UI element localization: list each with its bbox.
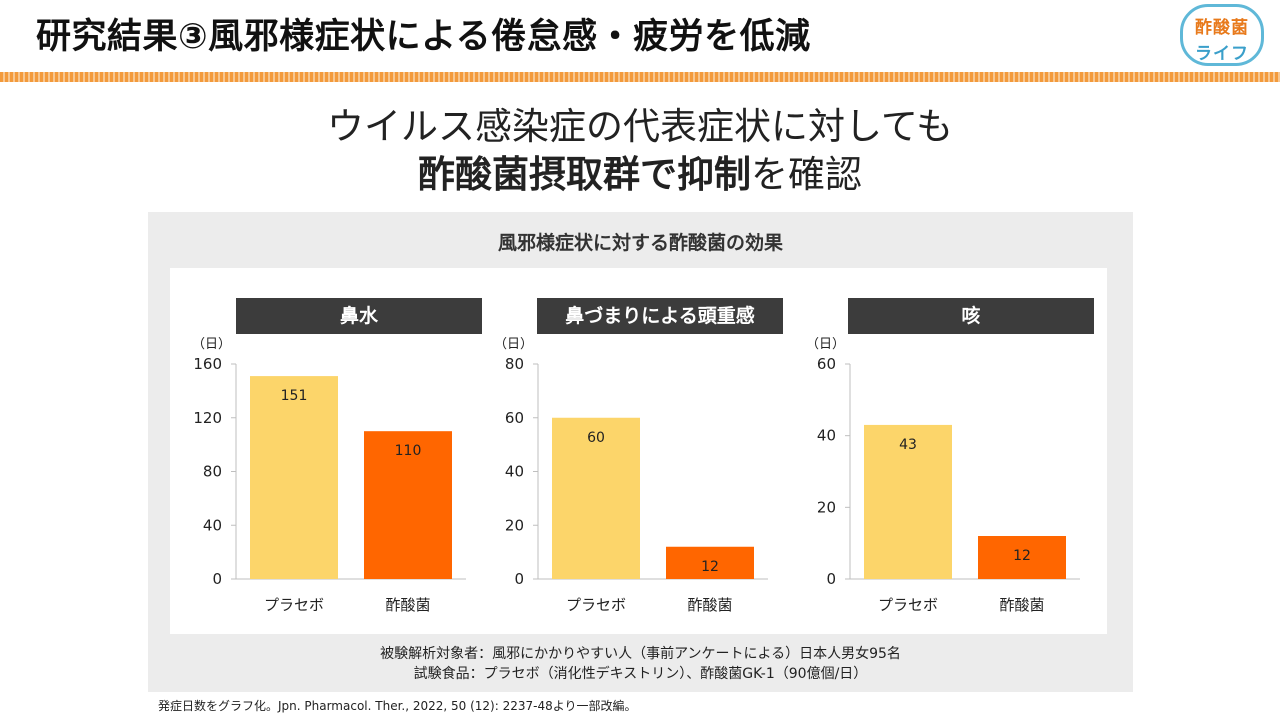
charts-area: 鼻水 （日） 0 40 80 120 160 151 プラセボ 110 酢酸菌 鼻づまりによる頭重感（… [170,268,1107,634]
source-note: 発症日数をグラフ化。Jpn. Pharmacol. Ther., 2022, 5… [158,699,637,713]
bar [864,424,952,579]
y-unit-label: （日） [192,337,231,352]
logo-text-bottom: ライフ [1195,44,1249,64]
panel-title: 風邪様症状に対する酢酸菌の効果 [497,232,783,254]
x-category-label: プラセボ [878,596,938,614]
header-divider [0,72,1280,82]
data-label: 151 [281,388,308,404]
headline-line2: 酢酸菌摂取群で抑制を確認 [0,144,1280,198]
y-tick-label: 40 [817,427,836,445]
y-tick-label: 20 [505,516,524,534]
y-tick-label: 0 [826,570,836,588]
data-label: 60 [587,430,605,446]
data-label: 12 [701,559,719,575]
bar [364,431,452,579]
x-category-label: 酢酸菌 [999,596,1044,614]
x-category-label: プラセボ [566,596,626,614]
chart-title-box [537,298,783,334]
brand-logo: 酢酸菌 ライフ [1180,4,1264,66]
data-label: 110 [395,443,422,459]
logo-text-top: 酢酸菌 [1195,18,1249,38]
bar [978,536,1066,579]
y-tick-label: 120 [193,409,222,427]
headline-line1: ウイルス感染症の代表症状に対しても [326,105,954,148]
bar [666,546,754,579]
chart-title-box [848,298,1094,334]
chart-title: 咳 [961,304,980,327]
chart-title: 鼻づまりによる頭重感 [565,304,754,327]
y-tick-label: 60 [817,355,836,373]
y-unit-label: （日） [494,337,533,352]
chart-title: 鼻水 [340,304,379,327]
y-tick-label: 60 [505,409,524,427]
page-title: 研究結果③風邪様症状による倦怠感・疲労を低減 [36,17,811,57]
y-tick-label: 40 [505,463,524,481]
y-tick-label: 0 [212,570,222,588]
y-unit-label: （日） [806,337,845,352]
y-tick-label: 20 [817,498,836,516]
footnote-subjects: 被験解析対象者：風邪にかかりやすい人（事前アンケートによる）日本人男女95名 [380,646,901,662]
y-tick-label: 80 [203,463,222,481]
bar [552,417,640,579]
bar [250,376,338,579]
footnote: 被験解析対象者：風邪にかかりやすい人（事前アンケートによる）日本人男女95名 試… [148,644,1133,684]
x-category-label: 酢酸菌 [385,596,430,614]
y-tick-label: 0 [514,570,524,588]
headline-rest: を確認 [751,153,862,196]
x-category-label: プラセボ [264,596,324,614]
headline-emphasis: 酢酸菌摂取群で抑制 [418,153,751,196]
y-tick-label: 160 [193,355,222,373]
x-category-label: 酢酸菌 [687,596,732,614]
chart-title-box [236,298,482,334]
y-tick-label: 40 [203,516,222,534]
charts-svg: 鼻水（日）04080120160151プラセボ110酢酸菌鼻づまりによる頭重感（… [192,298,1094,614]
y-tick-label: 80 [505,355,524,373]
footnote-test-food: 試験食品：プラセボ（消化性デキストリン）、酢酸菌GK-1（90億個/日） [413,666,868,682]
results-panel: 風邪様症状に対する酢酸菌の効果 鼻水 （日） 0 40 80 120 160 151 プラセボ 1… [148,212,1133,692]
data-label: 43 [899,437,917,453]
data-label: 12 [1013,548,1031,564]
